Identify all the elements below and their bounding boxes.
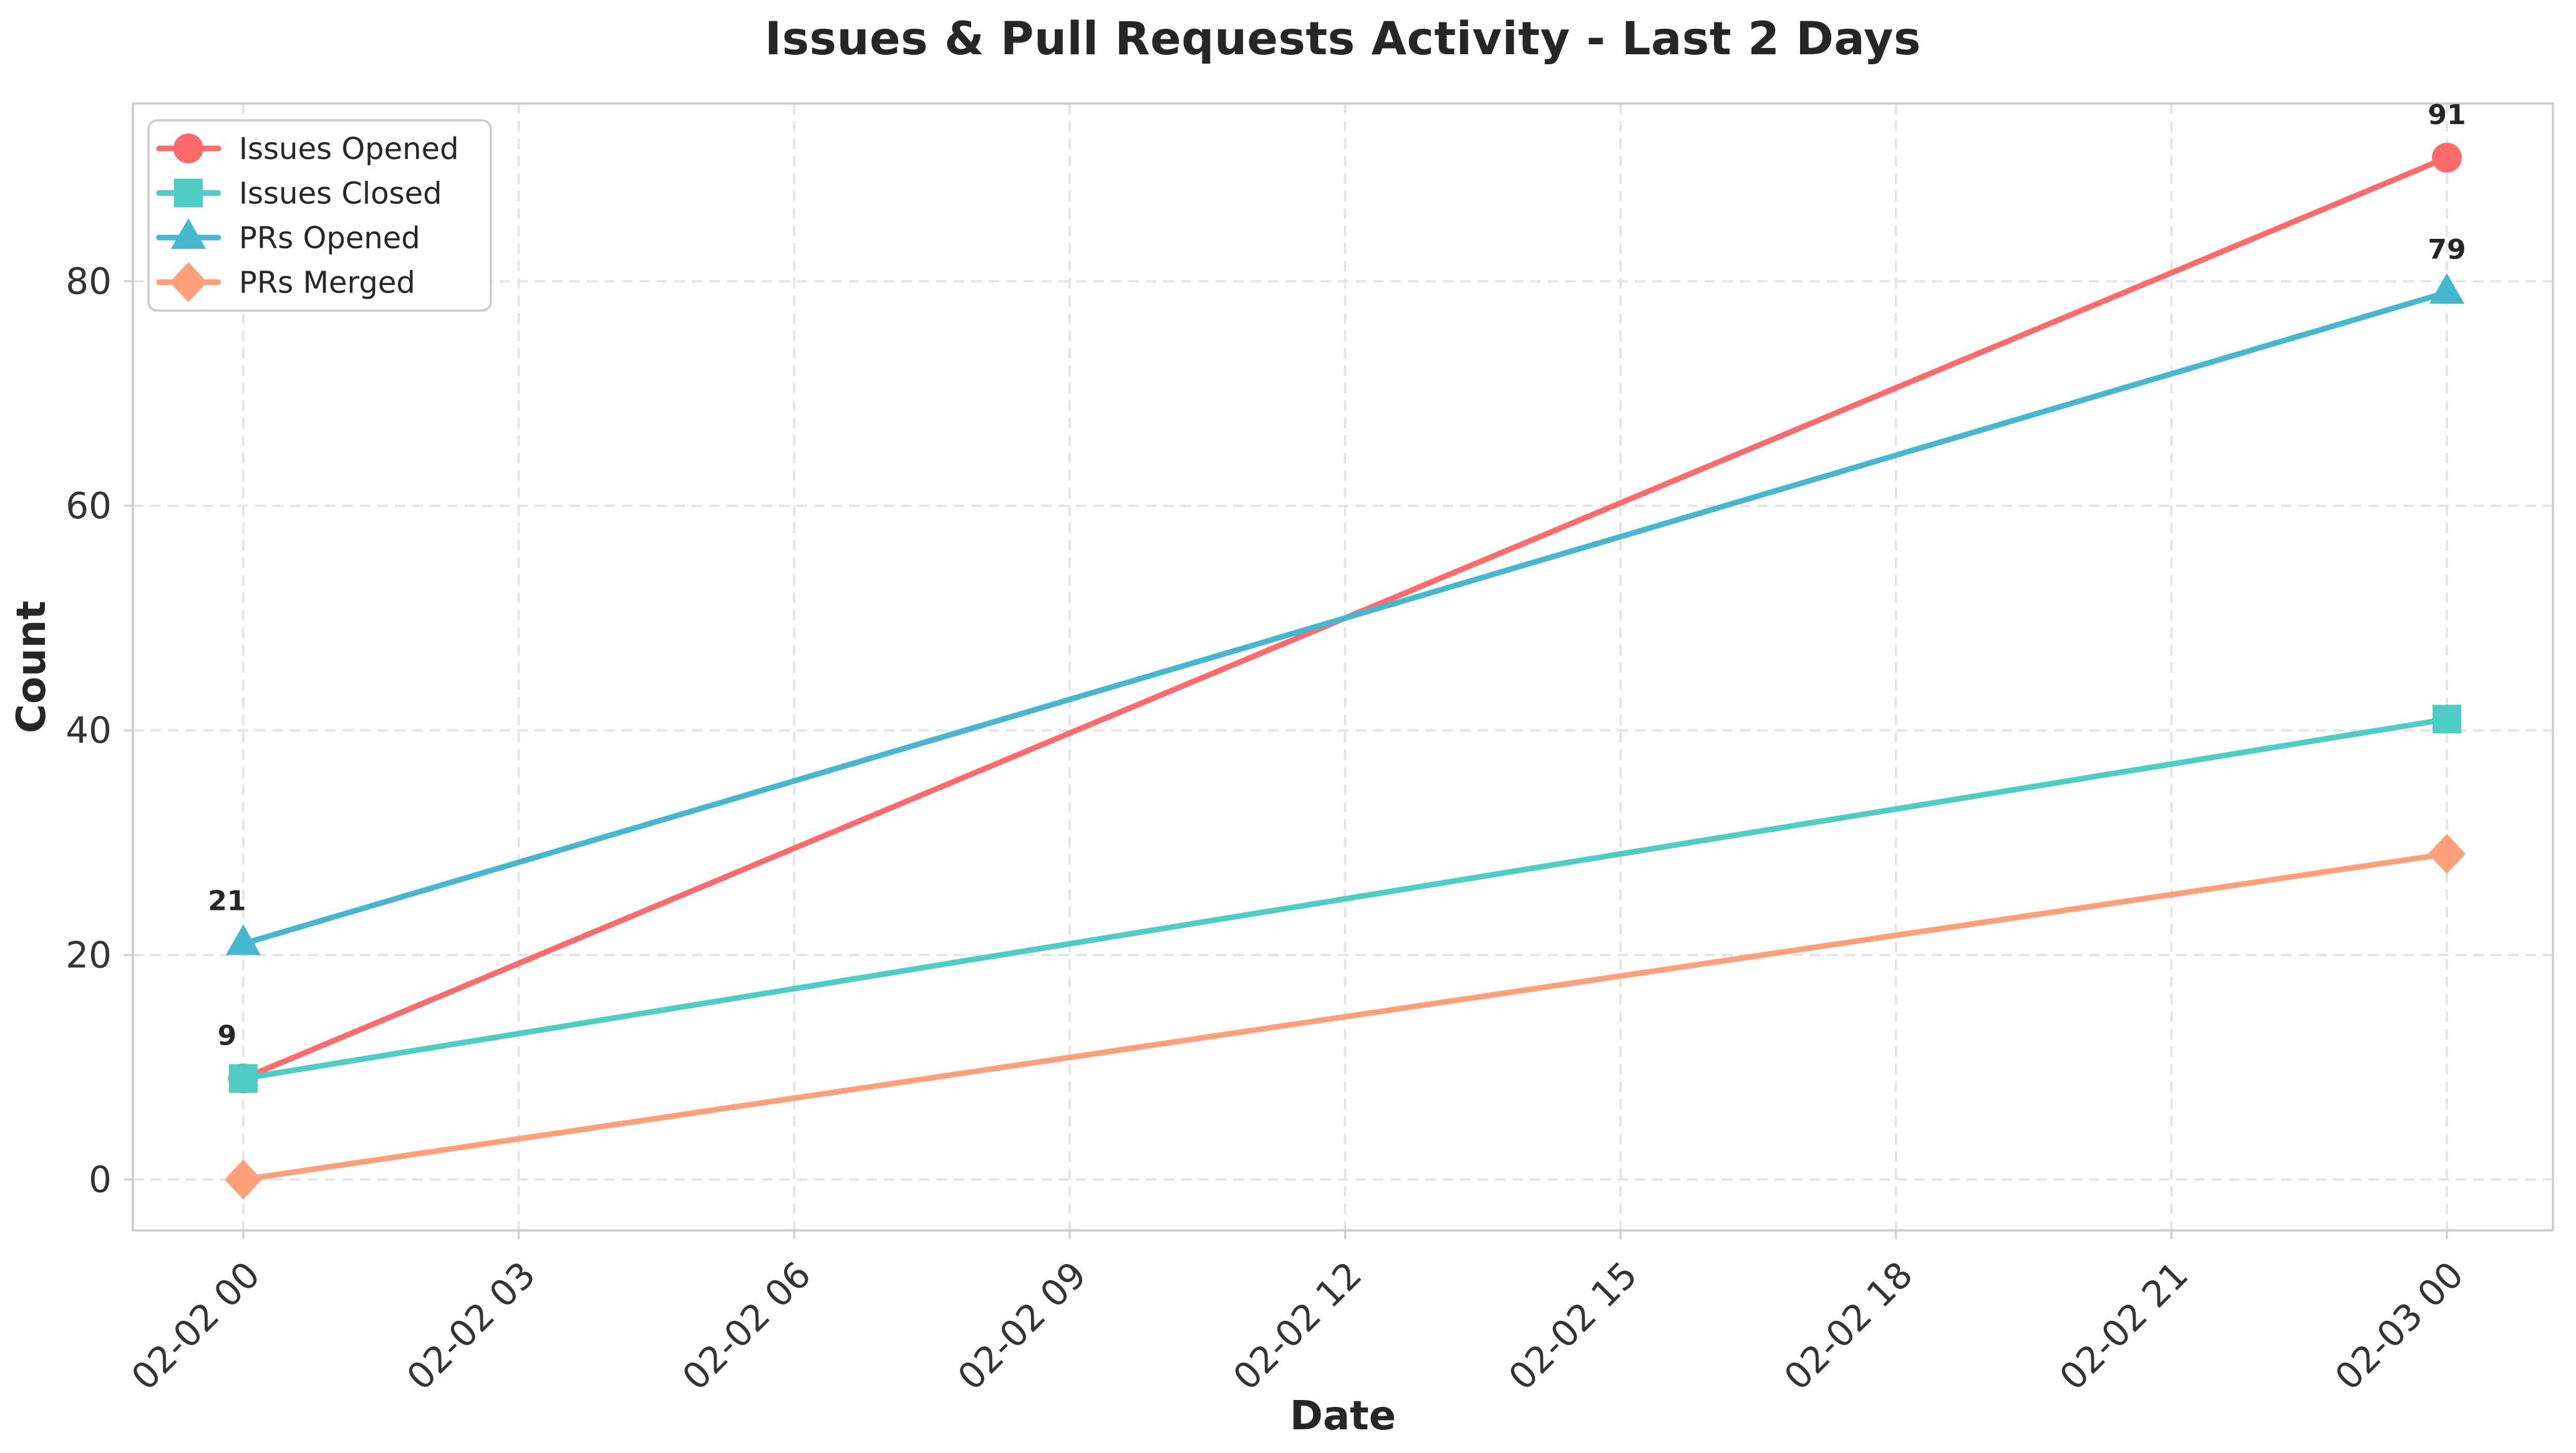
x-axis-label: Date: [1290, 1393, 1396, 1439]
legend-marker-triangle: [171, 218, 206, 249]
series-line-issues-closed: [240, 716, 2450, 1081]
x-tick-label: 02-02 00: [123, 1253, 268, 1398]
marker-square-issues-closed: [2433, 705, 2461, 734]
x-tick-label: 02-02 06: [674, 1253, 819, 1398]
y-tick-label: 0: [89, 1159, 112, 1201]
marker-circle-issues-opened: [2432, 142, 2462, 173]
legend-label-issues-closed: Issues Closed: [239, 176, 442, 211]
point-label: 9: [218, 1020, 237, 1051]
marker-triangle-prs-opened: [2429, 273, 2464, 304]
marker-triangle-prs-opened: [226, 924, 261, 955]
y-tick-label: 60: [65, 485, 112, 527]
x-tick-label: 02-03 00: [2327, 1253, 2471, 1398]
legend-marker-diamond: [170, 262, 207, 302]
point-label: 21: [208, 885, 246, 917]
marker-square-issues-closed: [229, 1064, 258, 1093]
y-axis-label: Count: [9, 601, 55, 733]
y-tick-label: 80: [65, 260, 112, 302]
legend-label-issues-opened: Issues Opened: [239, 132, 459, 167]
x-tick-label: 02-02 21: [2051, 1253, 2196, 1398]
chart-title: Issues & Pull Requests Activity - Last 2…: [765, 12, 1921, 65]
x-tick-label: 02-02 12: [1225, 1253, 1370, 1398]
series-line-prs-opened: [240, 289, 2450, 947]
point-label: 91: [2428, 99, 2466, 131]
legend-box: [147, 119, 492, 312]
legend-marker-square: [174, 178, 203, 208]
y-tick-label: 20: [65, 934, 112, 976]
x-tick-label: 02-02 03: [399, 1253, 543, 1398]
x-tick-label: 02-02 18: [1776, 1253, 1920, 1398]
legend-label-prs-opened: PRs Opened: [239, 221, 420, 256]
x-tick-label: 02-02 09: [949, 1253, 1094, 1398]
y-tick-label: 40: [65, 709, 112, 751]
marker-diamond-prs-merged: [2428, 834, 2466, 874]
legend-label-prs-merged: PRs Merged: [239, 266, 415, 301]
point-label: 79: [2428, 234, 2466, 266]
plot-border: [132, 102, 2554, 1232]
legend-marker-circle: [173, 133, 203, 163]
series-line-prs-merged: [240, 851, 2450, 1182]
x-tick-label: 02-02 15: [1501, 1253, 1645, 1398]
marker-diamond-prs-merged: [225, 1159, 262, 1200]
